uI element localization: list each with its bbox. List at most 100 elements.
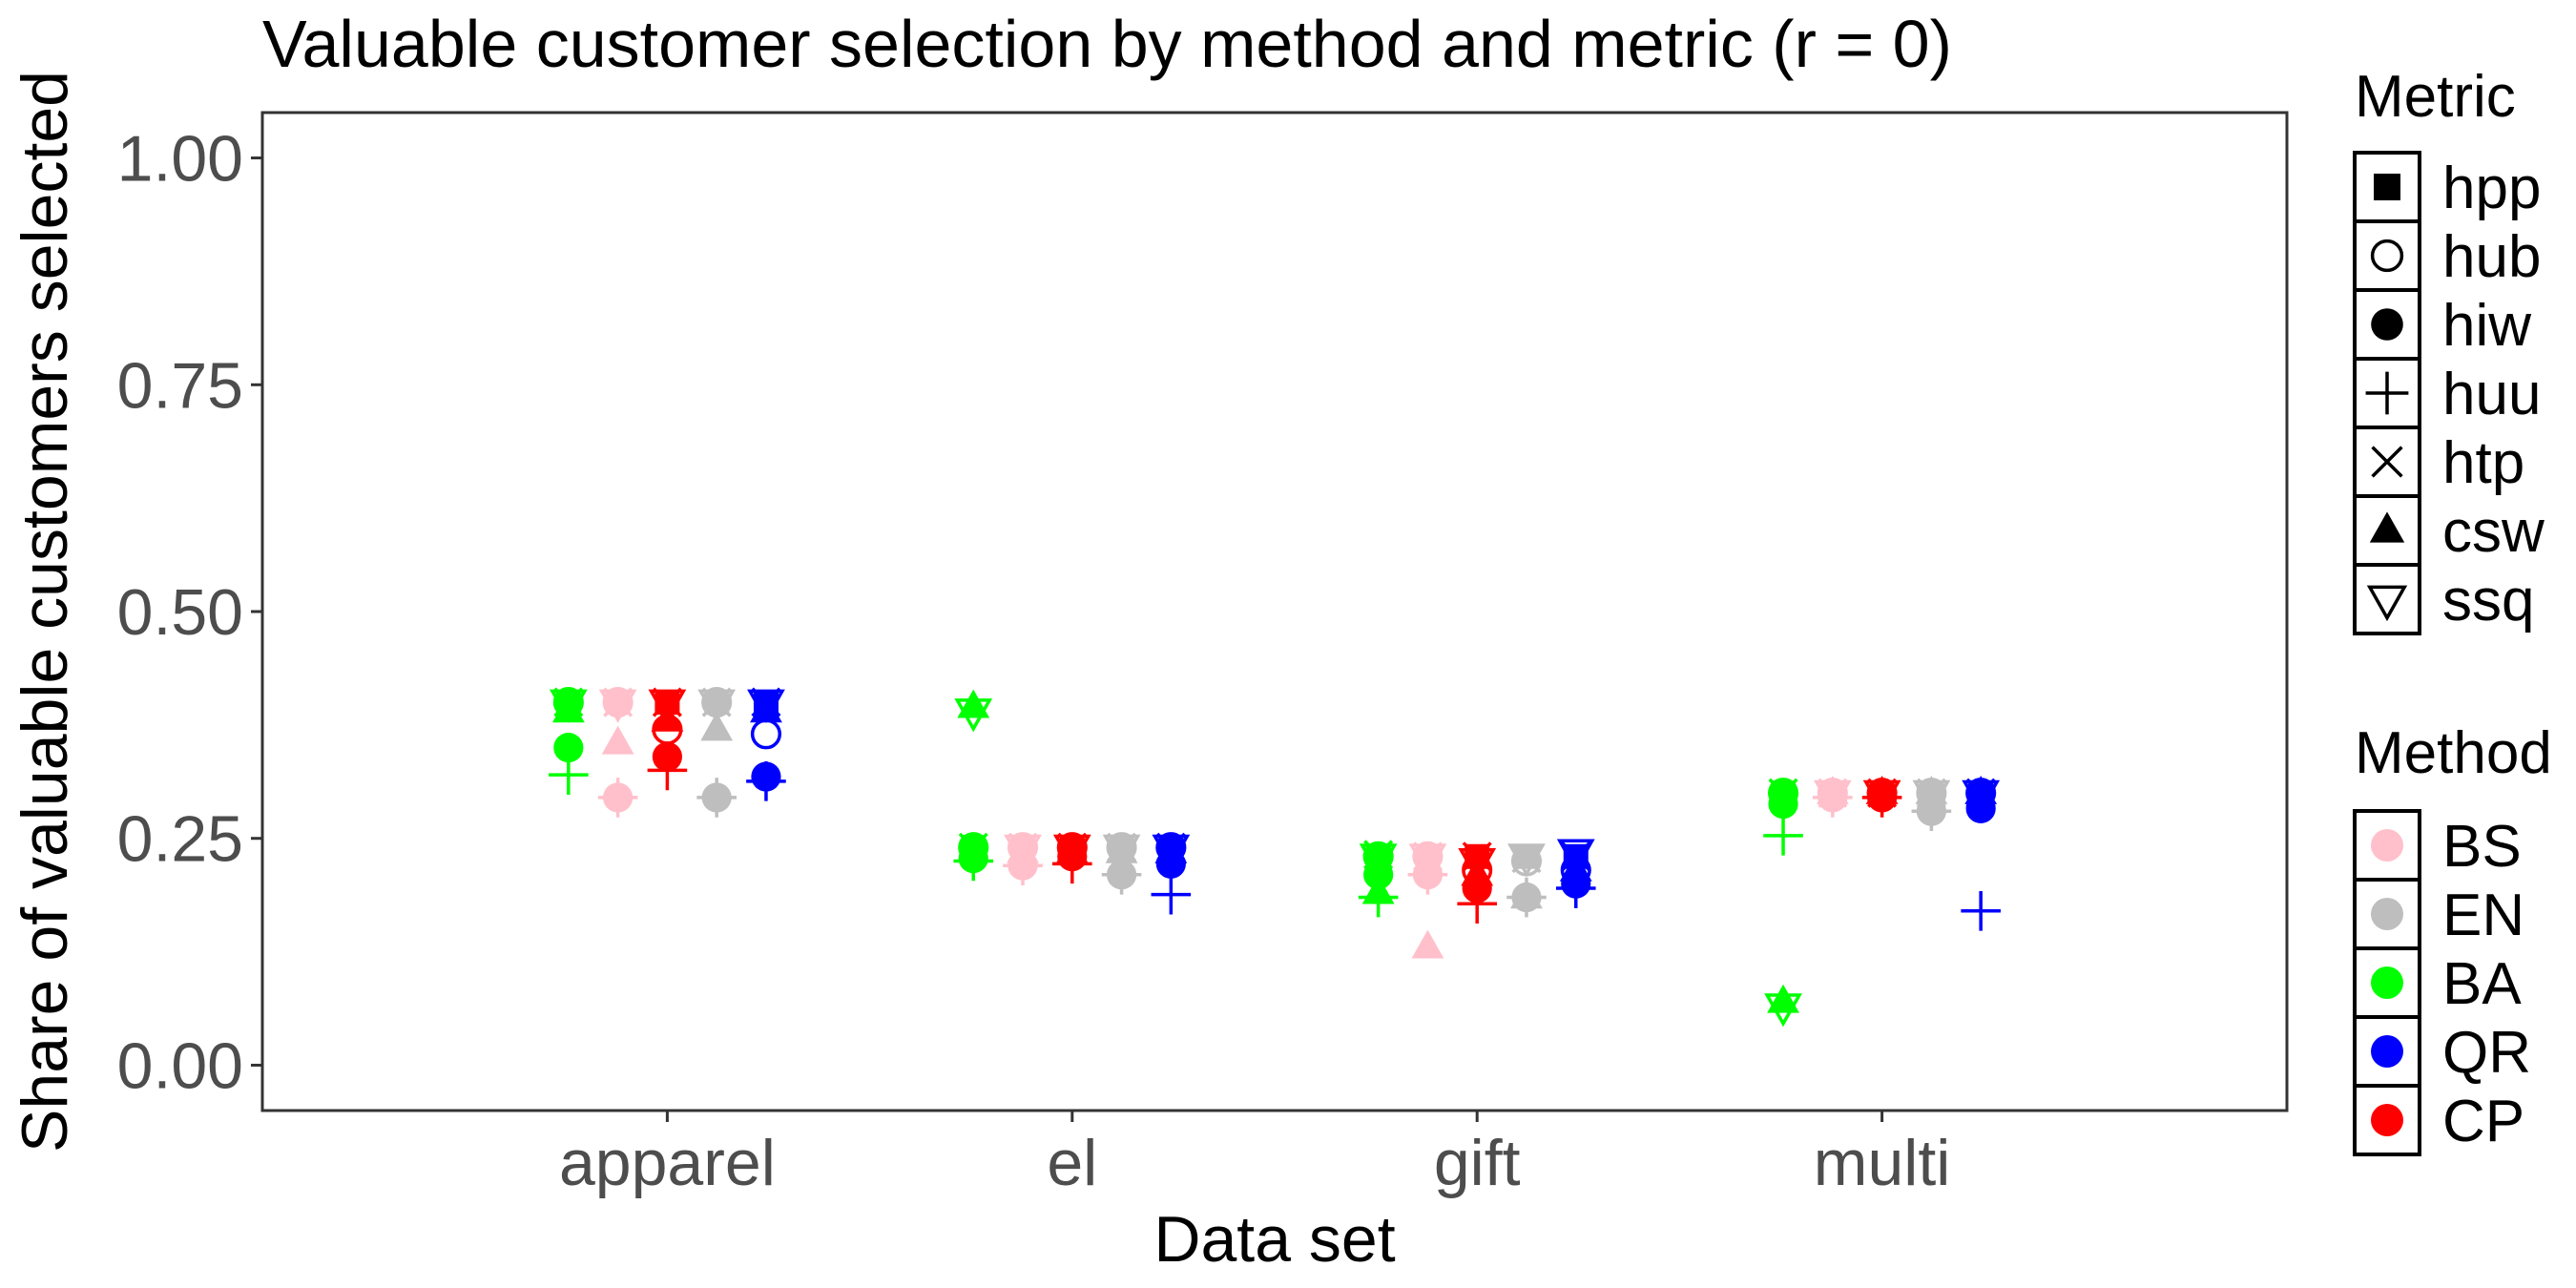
data-point (1461, 857, 1494, 886)
legend-swatch-BA (2371, 966, 2403, 999)
data-point (1768, 788, 1798, 820)
data-point (746, 761, 786, 801)
y-tick-label: 1.00 (117, 123, 243, 196)
data-point (597, 778, 638, 818)
data-point (1055, 834, 1089, 863)
legend-symbol-hiw (2371, 308, 2403, 341)
legend-symbol-csw (2369, 511, 2405, 543)
data-point (1457, 883, 1497, 924)
data-point (601, 725, 634, 755)
legend-item-label: csw (2442, 499, 2545, 565)
x-tick-label: apparel (559, 1127, 776, 1199)
legend-method-title: Method (2355, 720, 2552, 786)
data-point (1152, 834, 1191, 868)
x-axis: apparel el gift multi (559, 1111, 1950, 1199)
data-point (1102, 834, 1141, 868)
data-point (551, 694, 585, 723)
legend-item-label: BS (2442, 814, 2522, 880)
legend-item-label: huu (2442, 362, 2541, 427)
data-point (1408, 843, 1447, 878)
legend-item-label: QR (2442, 1020, 2531, 1086)
legend-symbol-hub (2370, 239, 2404, 273)
legend-swatch-BS (2371, 829, 2403, 862)
data-point (549, 755, 589, 795)
chart-title: Valuable customer selection by method an… (262, 7, 1952, 81)
legend-metric-title: Metric (2355, 64, 2516, 130)
data-points (549, 687, 2001, 1028)
x-tick-label: multi (1814, 1127, 1951, 1199)
legend-symbol-huu (2365, 371, 2409, 415)
legend-item-label: htp (2442, 430, 2524, 496)
data-point (697, 689, 737, 723)
data-point (549, 689, 588, 723)
legend-item-label: ssq (2442, 568, 2534, 634)
legend-item-label: EN (2442, 883, 2524, 948)
data-point (1862, 779, 1901, 814)
data-point (1962, 779, 2001, 814)
data-point (747, 689, 785, 723)
data-point (958, 832, 988, 862)
x-axis-label: Data set (1153, 1203, 1395, 1276)
data-point (700, 712, 734, 741)
legend-item-label: CP (2442, 1089, 2524, 1154)
y-tick-label: 0.75 (117, 349, 243, 422)
data-point (1507, 843, 1546, 878)
legend-swatch-EN (2371, 898, 2403, 930)
x-tick-label: gift (1434, 1127, 1521, 1199)
data-point (1813, 779, 1852, 814)
data-point (1764, 993, 1802, 1028)
data-point (648, 689, 687, 723)
y-axis-label: Share of valuable customers selected (9, 71, 81, 1153)
data-point (1458, 848, 1497, 883)
legend-symbol-htp (2371, 446, 2403, 478)
legend-item-label: BA (2442, 951, 2522, 1017)
y-tick-label: 0.50 (117, 576, 243, 649)
y-axis: 0.00 0.25 0.50 0.75 1.00 (117, 123, 262, 1102)
data-point (1154, 834, 1188, 863)
data-point (1412, 841, 1443, 872)
legend-key (2353, 563, 2421, 635)
data-point (701, 687, 732, 717)
data-point (1763, 816, 1803, 856)
y-tick-label: 0.25 (117, 803, 243, 876)
x-tick-label: el (1047, 1127, 1097, 1199)
plot-panel (260, 111, 2289, 1112)
legend-item-label: hiw (2442, 293, 2531, 359)
legend-item-label: hpp (2442, 156, 2541, 221)
data-point (1359, 843, 1398, 878)
data-point (1004, 834, 1042, 868)
y-tick-label: 0.00 (117, 1029, 243, 1102)
data-point (957, 689, 990, 718)
data-point (1556, 839, 1595, 873)
legend-swatch-QR (2371, 1035, 2403, 1068)
data-point (696, 778, 737, 818)
data-point (1361, 875, 1395, 904)
data-point (750, 694, 782, 723)
legend-item-label: hub (2442, 224, 2541, 290)
data-point (1767, 984, 1799, 1013)
data-point (602, 687, 634, 718)
data-point (1912, 779, 1951, 814)
legend-swatch-CP (2371, 1104, 2403, 1136)
data-point (1052, 834, 1091, 868)
data-point (1510, 880, 1543, 909)
data-point (954, 698, 993, 733)
data-point (1105, 834, 1138, 863)
data-point (1007, 834, 1039, 863)
data-point (1511, 843, 1542, 874)
legend-key (2353, 219, 2421, 292)
legend-symbol-hpp (2374, 174, 2400, 200)
data-point (598, 689, 637, 723)
data-point (647, 750, 688, 791)
data-point (553, 733, 584, 763)
data-point (652, 687, 682, 717)
data-point (1151, 874, 1192, 915)
data-point (1961, 891, 2001, 931)
legend-symbol-ssq (2366, 585, 2408, 622)
data-point (1411, 929, 1444, 959)
data-point (1768, 778, 1798, 808)
data-point (603, 687, 634, 717)
